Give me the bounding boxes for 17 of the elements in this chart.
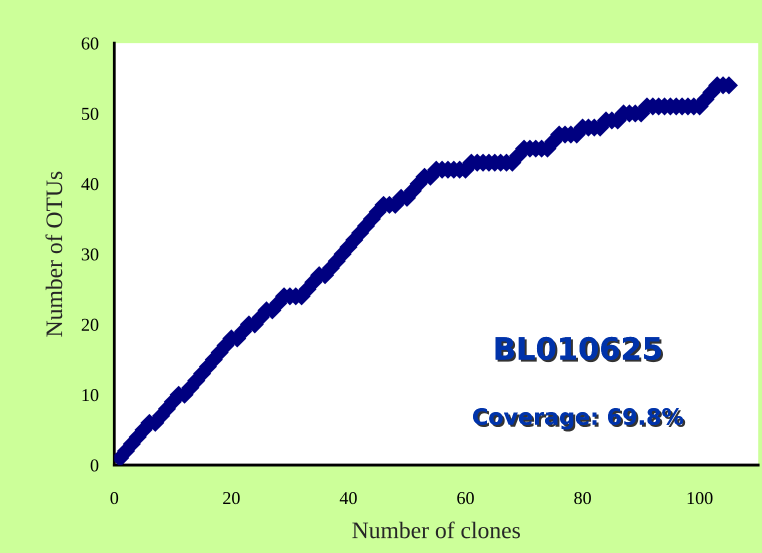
- x-tick-label: 40: [340, 492, 357, 504]
- y-axis-title: Number of OTUs: [45, 172, 62, 337]
- x-tick-label: 100: [688, 492, 713, 504]
- y-tick-label: 40: [81, 178, 98, 190]
- y-tick-label: 30: [82, 248, 98, 261]
- y-tick-label: 20: [82, 318, 98, 331]
- y-tick-label: 50: [82, 108, 98, 120]
- x-tick-label: 0: [110, 492, 118, 504]
- y-tick-label: 60: [82, 37, 98, 50]
- x-tick-label: 80: [574, 492, 591, 504]
- x-axis-title: Number of clones: [352, 521, 520, 538]
- y-tick-label: 0: [90, 459, 98, 472]
- x-tick-label: 60: [457, 492, 474, 504]
- x-tick-label: 20: [223, 492, 240, 504]
- y-tick-label: 10: [82, 389, 98, 402]
- annotation: BL010625: [496, 336, 664, 362]
- annotation: Coverage: 69.8%: [473, 408, 686, 432]
